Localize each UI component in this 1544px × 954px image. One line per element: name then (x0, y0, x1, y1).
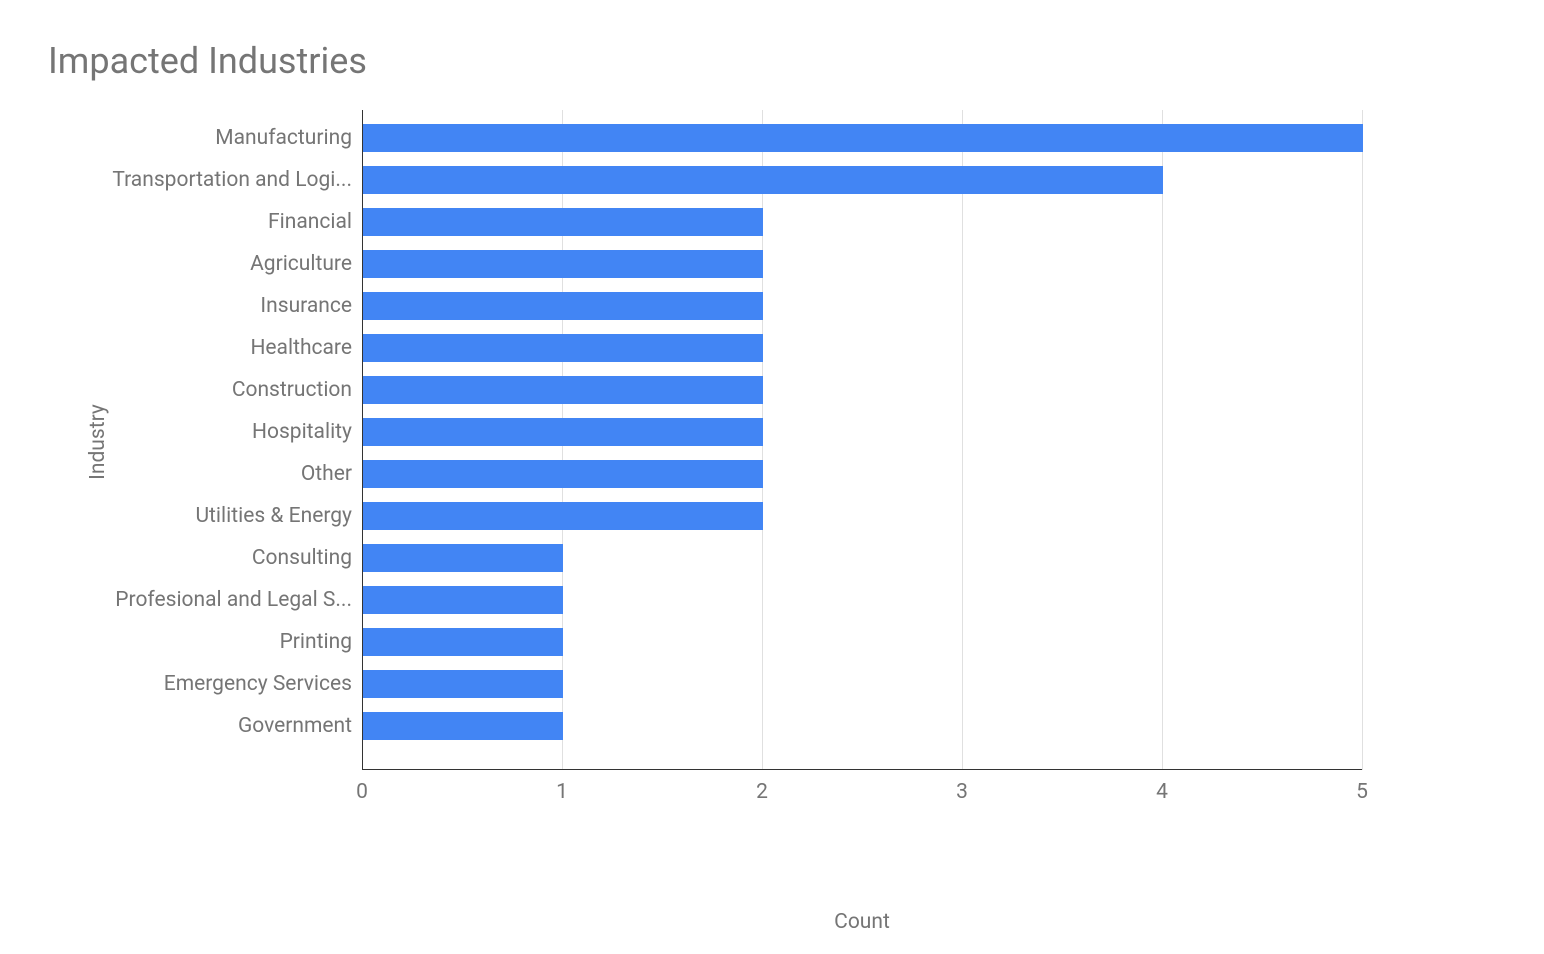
y-axis-title: Industry (86, 404, 110, 480)
bar (363, 628, 563, 656)
bar (363, 586, 563, 614)
bar (363, 292, 763, 320)
bar (363, 250, 763, 278)
gridline (1162, 110, 1163, 770)
y-category-label: Hospitality (252, 420, 352, 444)
x-tick-label: 5 (1356, 780, 1368, 804)
bar-row (363, 712, 563, 740)
bar-row (363, 124, 1363, 152)
y-category-label: Financial (268, 210, 352, 234)
bar-row (363, 502, 763, 530)
chart-title: Impacted Industries (48, 40, 367, 82)
x-tick-label: 0 (356, 780, 368, 804)
bar-row (363, 460, 763, 488)
y-category-label: Transportation and Logi... (112, 168, 352, 192)
gridline (962, 110, 963, 770)
bar (363, 334, 763, 362)
bar (363, 208, 763, 236)
y-category-label: Utilities & Energy (195, 504, 352, 528)
bar (363, 418, 763, 446)
bar (363, 460, 763, 488)
bar-row (363, 334, 763, 362)
y-category-label: Construction (232, 378, 352, 402)
y-category-label: Other (301, 462, 352, 486)
bar (363, 670, 563, 698)
y-category-label: Insurance (260, 294, 352, 318)
chart-container: Impacted Industries Count Industry 0 1 2 3 4… (0, 0, 1544, 954)
y-category-label: Consulting (252, 546, 352, 570)
bar (363, 712, 563, 740)
bar-row (363, 208, 763, 236)
bar-row (363, 670, 563, 698)
bar (363, 166, 1163, 194)
bar (363, 502, 763, 530)
bar-row (363, 628, 563, 656)
bar-row (363, 292, 763, 320)
y-category-label: Agriculture (250, 252, 352, 276)
bar-row (363, 544, 563, 572)
x-tick-label: 4 (1156, 780, 1168, 804)
bar-row (363, 586, 563, 614)
x-axis-title: Count (834, 910, 890, 934)
y-category-label: Healthcare (250, 336, 352, 360)
bar (363, 544, 563, 572)
bar-row (363, 418, 763, 446)
y-axis-line (362, 110, 363, 770)
y-category-label: Printing (280, 630, 352, 654)
bar-row (363, 250, 763, 278)
y-category-label: Government (238, 714, 352, 738)
x-tick-label: 3 (956, 780, 968, 804)
y-category-label: Manufacturing (215, 126, 352, 150)
x-tick-label: 2 (756, 780, 768, 804)
bar-row (363, 166, 1163, 194)
plot-area: Count (362, 110, 1362, 770)
bar (363, 124, 1363, 152)
bar (363, 376, 763, 404)
x-axis-line (362, 769, 1362, 770)
y-category-label: Profesional and Legal S... (115, 588, 352, 612)
gridline (1362, 110, 1363, 770)
bar-row (363, 376, 763, 404)
y-category-label: Emergency Services (164, 672, 352, 696)
x-tick-label: 1 (556, 780, 568, 804)
